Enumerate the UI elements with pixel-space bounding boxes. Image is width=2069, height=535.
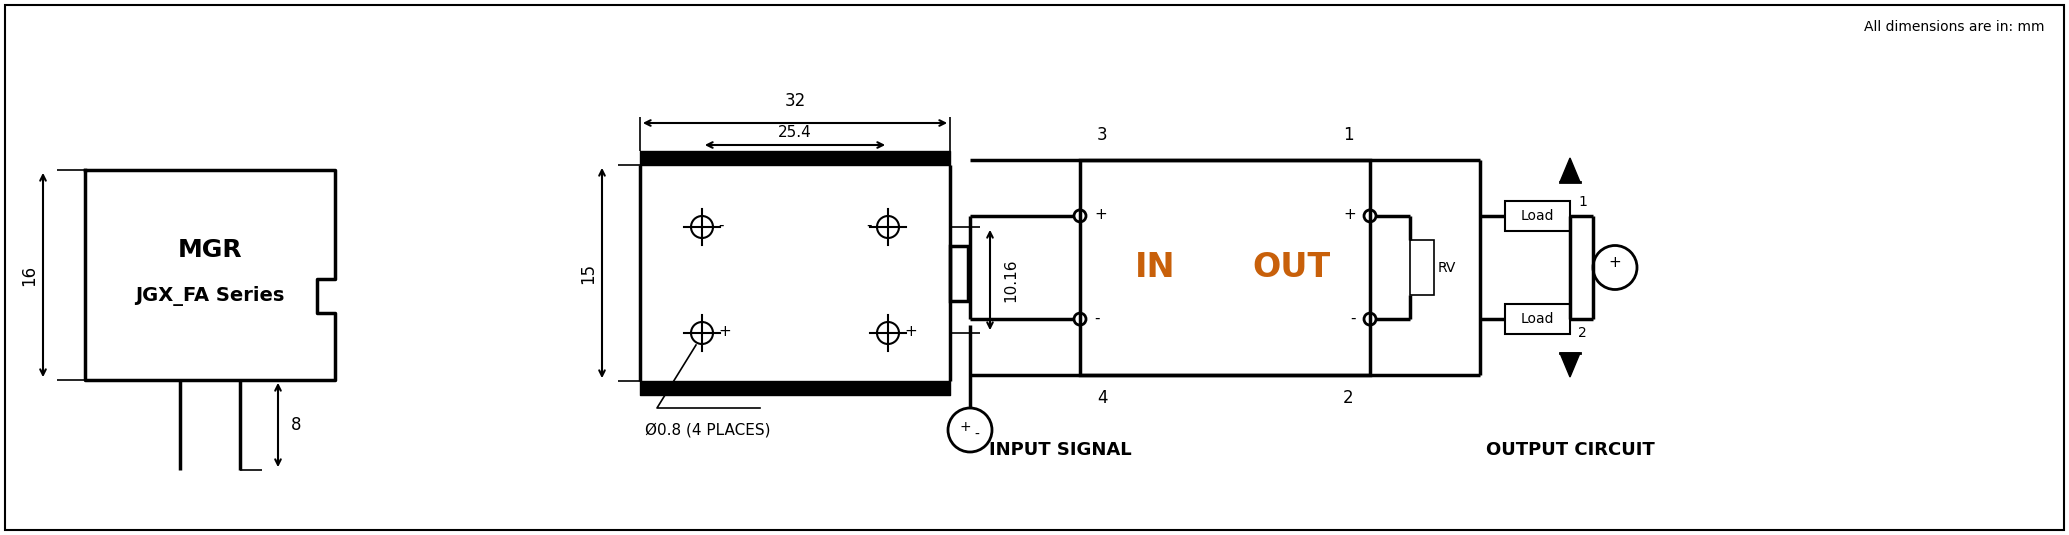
Text: Load: Load — [1521, 312, 1554, 326]
Text: JGX_FA Series: JGX_FA Series — [134, 286, 286, 306]
Text: OUT: OUT — [1252, 251, 1330, 284]
Polygon shape — [1560, 158, 1581, 182]
Bar — [1504, 201, 1570, 231]
Bar — [1409, 240, 1434, 295]
Text: 4: 4 — [1097, 389, 1107, 407]
Text: INPUT SIGNAL: INPUT SIGNAL — [989, 441, 1132, 459]
Text: 8: 8 — [292, 416, 302, 434]
Bar — [1504, 304, 1570, 334]
Text: 10.16: 10.16 — [1003, 258, 1018, 302]
Text: Ø0.8 (4 PLACES): Ø0.8 (4 PLACES) — [646, 423, 770, 438]
Text: 25.4: 25.4 — [778, 125, 811, 140]
Text: +: + — [960, 420, 970, 434]
Text: 32: 32 — [784, 92, 805, 110]
Text: 3: 3 — [1097, 126, 1107, 144]
Text: OUTPUT CIRCUIT: OUTPUT CIRCUIT — [1486, 441, 1655, 459]
Text: 15: 15 — [579, 263, 598, 284]
Text: -: - — [974, 428, 979, 442]
Text: 16: 16 — [21, 264, 37, 286]
Text: Load: Load — [1521, 209, 1554, 223]
Polygon shape — [1560, 353, 1581, 377]
Text: 1: 1 — [1343, 126, 1353, 144]
Text: -: - — [1095, 311, 1099, 326]
Bar — [950, 246, 968, 301]
Text: 1: 1 — [1579, 195, 1587, 209]
Text: RV: RV — [1438, 261, 1457, 274]
Text: +: + — [1095, 208, 1107, 223]
Text: +: + — [718, 324, 730, 339]
Bar — [1080, 160, 1370, 375]
Text: +: + — [1343, 208, 1355, 223]
Text: +: + — [1608, 255, 1622, 270]
Text: All dimensions are in: mm: All dimensions are in: mm — [1864, 20, 2044, 34]
Text: +: + — [904, 324, 917, 339]
Text: -: - — [718, 218, 724, 233]
Text: IN: IN — [1136, 251, 1175, 284]
Text: 2: 2 — [1343, 389, 1353, 407]
Text: -: - — [867, 218, 871, 233]
Text: -: - — [1351, 311, 1355, 326]
Text: MGR: MGR — [178, 238, 242, 262]
Text: 2: 2 — [1579, 326, 1587, 340]
